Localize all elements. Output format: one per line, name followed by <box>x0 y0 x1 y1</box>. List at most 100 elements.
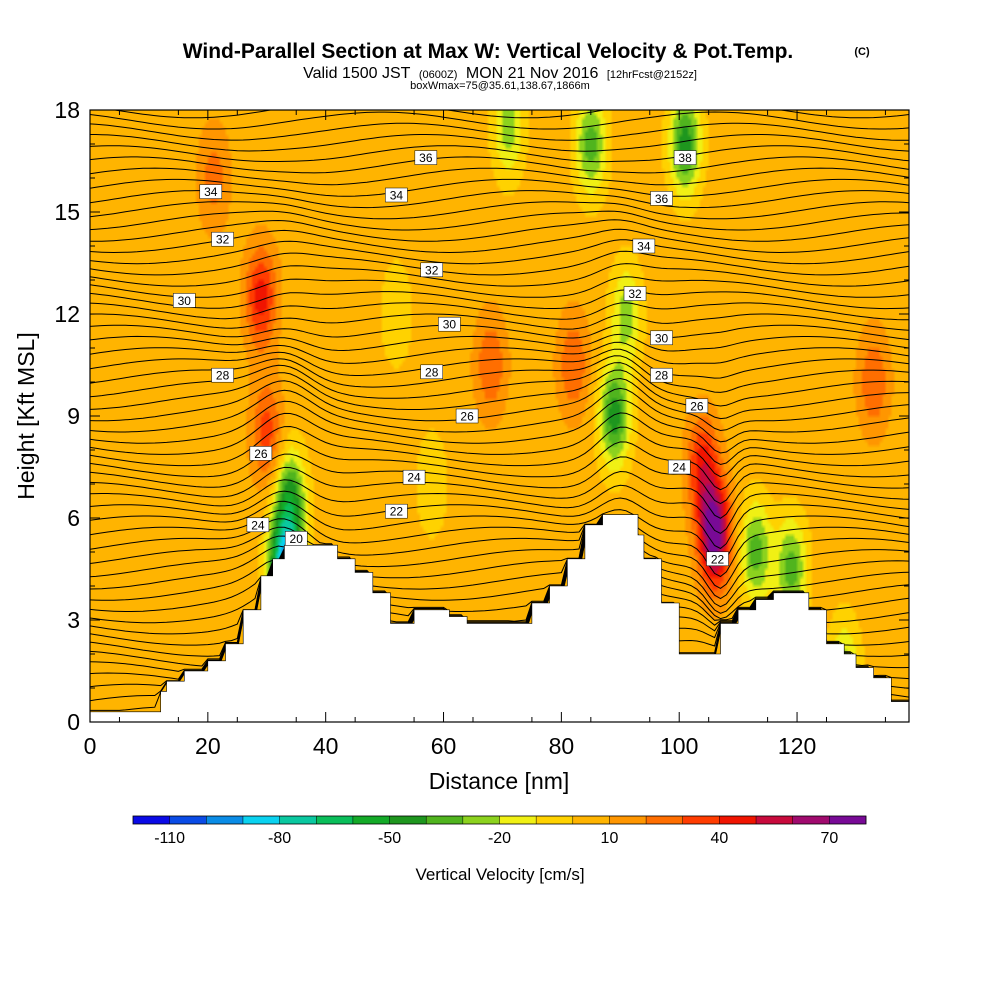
y-tick-label: 9 <box>67 403 80 429</box>
svg-text:38: 38 <box>678 151 692 165</box>
theta-contour-label: 26 <box>249 446 273 461</box>
theta-contour-line <box>90 348 909 379</box>
theta-contour-label: 22 <box>385 503 408 519</box>
theta-contour-line <box>90 439 909 491</box>
colorbar-tick-label: -80 <box>268 830 291 847</box>
colorbar-tick-label: -50 <box>378 830 401 847</box>
x-tick-label: 40 <box>313 733 339 759</box>
theta-contour-label: 32 <box>211 231 234 247</box>
theta-contour-line <box>90 178 909 197</box>
theta-contour-line <box>90 145 909 163</box>
theta-contour-line <box>90 276 909 298</box>
svg-text:20: 20 <box>290 532 304 546</box>
colorbar-swatch <box>279 816 317 824</box>
colorbar-swatch <box>792 816 830 824</box>
x-tick-label: 80 <box>549 733 575 759</box>
theta-contour-line <box>90 289 909 310</box>
colorbar-swatch <box>682 816 720 824</box>
valid-utc: (0600Z) <box>419 69 458 81</box>
theta-contour-line <box>90 377 909 432</box>
colorbar-tick-label: -110 <box>154 830 185 847</box>
theta-contour-line <box>90 500 909 564</box>
svg-text:36: 36 <box>655 192 669 206</box>
colorbar-swatch <box>389 816 427 824</box>
theta-contour-label: 30 <box>173 293 196 308</box>
terrain <box>90 514 909 722</box>
theta-contour-line <box>90 387 909 443</box>
theta-contour-label: 34 <box>199 184 223 199</box>
colorbar-tick-label: 10 <box>601 830 619 847</box>
colorbar-swatch <box>829 816 867 824</box>
theta-contour-line <box>90 122 909 141</box>
svg-text:32: 32 <box>425 263 439 277</box>
valid-line: Valid 1500 JST (0600Z) MON 21 Nov 2016 [… <box>303 65 697 82</box>
theta-contour-label: 28 <box>420 364 443 379</box>
theta-contour-line <box>90 302 909 321</box>
plot-area <box>90 110 909 722</box>
svg-text:32: 32 <box>216 233 230 247</box>
theta-contour-line <box>90 333 909 352</box>
theta-contour-label: 28 <box>650 367 673 383</box>
theta-contour-line <box>90 521 909 621</box>
colorbar-title: Vertical Velocity [cm/s] <box>415 865 584 884</box>
svg-text:28: 28 <box>655 369 669 383</box>
svg-text:22: 22 <box>390 505 404 519</box>
theta-contour-line <box>90 509 909 578</box>
theta-contour-line <box>90 134 909 152</box>
theta-contour-label: 26 <box>685 398 709 413</box>
svg-text:26: 26 <box>254 447 268 461</box>
svg-text:34: 34 <box>637 240 651 254</box>
theta-contour-line <box>90 524 909 646</box>
theta-contour-line <box>90 453 909 505</box>
svg-text:36: 36 <box>419 151 433 165</box>
theta-contour-label: 30 <box>650 330 673 345</box>
theta-contour-line <box>90 201 909 220</box>
theta-contour-line <box>90 239 909 265</box>
colorbar-tick-label: 70 <box>820 830 838 847</box>
theta-contour-line <box>90 479 909 534</box>
colorbar-swatch <box>572 816 610 824</box>
colorbar-swatch <box>242 816 280 824</box>
x-tick-label: 20 <box>195 733 221 759</box>
colorbar-swatch <box>352 816 390 824</box>
y-tick-label: 6 <box>67 505 80 531</box>
theta-contour-labels: 36 38 34 34 36 32 34 32 32 30 30 30 28 28 28 26 26 26 24 24… <box>173 150 729 566</box>
theta-contour-line <box>90 263 909 287</box>
theta-contour-line <box>111 110 909 119</box>
y-tick-label: 3 <box>67 607 80 633</box>
svg-text:26: 26 <box>460 410 474 424</box>
colorbar-swatch <box>609 816 647 824</box>
y-tick-label: 12 <box>54 301 80 327</box>
theta-contour-line <box>90 111 909 130</box>
theta-contour-line <box>90 250 909 276</box>
forecast-info: [12hrFcst@2152z] <box>607 69 697 81</box>
x-tick-label: 100 <box>660 733 698 759</box>
colorbar-swatch <box>169 816 207 824</box>
theta-contour-label: 24 <box>667 459 691 475</box>
theta-contour-line <box>90 522 909 626</box>
colorbar-swatch <box>462 816 500 824</box>
theta-contour-line <box>90 156 909 174</box>
svg-text:32: 32 <box>628 287 642 301</box>
colorbar-swatch <box>646 816 684 824</box>
svg-text:24: 24 <box>251 518 265 532</box>
x-tick-label: 120 <box>778 733 816 759</box>
svg-text:26: 26 <box>690 399 704 413</box>
box-info: boxWmax=75@35.61,138.67,1866m <box>410 80 590 92</box>
theta-contour-line <box>90 466 909 519</box>
theta-contour-line <box>90 324 909 341</box>
title-suffix: (C) <box>854 46 870 58</box>
theta-contour-line <box>90 425 909 478</box>
svg-text:24: 24 <box>407 471 421 485</box>
theta-contour-line <box>90 341 909 365</box>
theta-contour-line <box>90 520 909 620</box>
theta-contour-line <box>90 369 909 420</box>
svg-text:34: 34 <box>204 185 218 199</box>
theta-contour-label: 36 <box>414 150 438 165</box>
x-tick-label: 0 <box>84 733 97 759</box>
chart-title: Wind-Parallel Section at Max W: Vertical… <box>183 40 794 63</box>
svg-text:22: 22 <box>711 552 725 566</box>
theta-contour-line <box>90 519 909 614</box>
theta-contour-line <box>90 399 909 454</box>
